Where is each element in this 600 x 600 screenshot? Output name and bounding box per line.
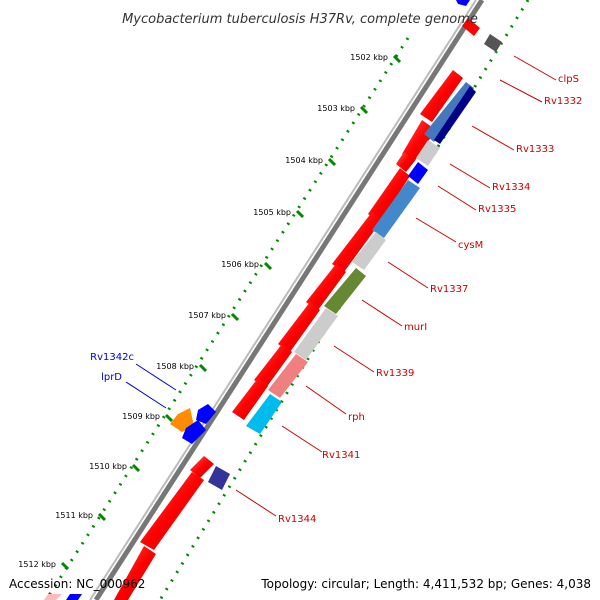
scale-tick bbox=[230, 312, 240, 322]
gene-label-Rv1341[interactable]: Rv1341 bbox=[322, 450, 360, 461]
gene-label-Rv1337[interactable]: Rv1337 bbox=[430, 284, 468, 295]
gene-Rv1334-inner[interactable] bbox=[416, 140, 440, 166]
gene-top-blue[interactable] bbox=[456, 0, 470, 6]
gene-Rv1337-inner[interactable] bbox=[352, 232, 386, 270]
gene-label-Rv1333[interactable]: Rv1333 bbox=[516, 144, 554, 155]
gene-label-Rv1334[interactable]: Rv1334 bbox=[492, 182, 530, 193]
leader-line bbox=[387, 261, 429, 289]
leader-line bbox=[305, 385, 347, 415]
scale-tick-label: 1506 kbp bbox=[221, 260, 259, 269]
scale-tick bbox=[359, 105, 369, 115]
leader-line bbox=[471, 125, 515, 151]
scale-tick bbox=[198, 363, 208, 373]
gene-label-clpS[interactable]: clpS bbox=[558, 74, 579, 85]
outer-scale-track bbox=[44, 37, 410, 600]
genome-backbone bbox=[93, 0, 485, 600]
gene-rph-inner[interactable] bbox=[268, 354, 308, 398]
gene-Rv1342c[interactable] bbox=[196, 404, 216, 424]
scale-tick-label: 1511 kbp bbox=[55, 511, 93, 520]
scale-tick bbox=[97, 512, 107, 522]
scale-tick-label: 1508 kbp bbox=[156, 362, 194, 371]
gene-cysM-inner[interactable] bbox=[372, 180, 420, 238]
leader-line bbox=[361, 299, 403, 327]
gene-Rv1335-inner[interactable] bbox=[408, 162, 428, 184]
gene-red-lower-2[interactable] bbox=[114, 546, 156, 600]
scale-tick-label: 1504 kbp bbox=[285, 156, 323, 165]
gene-pink-lower[interactable] bbox=[44, 594, 62, 600]
gene-clpS[interactable] bbox=[462, 18, 480, 36]
genome-title: Mycobacterium tuberculosis H37Rv, comple… bbox=[122, 12, 478, 27]
scale-tick bbox=[327, 157, 337, 167]
scale-tick-label: 1505 kbp bbox=[253, 208, 291, 217]
leader-line bbox=[333, 345, 375, 373]
gene-murI[interactable] bbox=[278, 302, 320, 352]
forward-strand-genes bbox=[114, 18, 480, 600]
scale-tick-label: 1503 kbp bbox=[317, 104, 355, 113]
leader-line bbox=[135, 363, 177, 391]
gene-label-Rv1344[interactable]: Rv1344 bbox=[278, 514, 316, 525]
scale-tick bbox=[263, 261, 273, 271]
gene-Rv1344-inner[interactable] bbox=[208, 466, 230, 490]
gene-lprD[interactable] bbox=[170, 408, 194, 432]
gene-lprD-blue[interactable] bbox=[182, 420, 206, 444]
scale-tick bbox=[295, 209, 305, 219]
gene-red-lower-1[interactable] bbox=[140, 472, 204, 550]
gene-clpS-inner[interactable] bbox=[484, 34, 502, 52]
leader-line bbox=[415, 217, 457, 243]
gene-label-cysM[interactable]: cysM bbox=[458, 240, 483, 251]
gene-label-Rv1342c[interactable]: Rv1342c bbox=[90, 352, 134, 363]
scale-tick bbox=[164, 413, 174, 423]
gene-Rv1339-inner[interactable] bbox=[294, 308, 338, 360]
leader-line bbox=[235, 489, 277, 517]
leader-line bbox=[513, 55, 557, 81]
gene-rph[interactable] bbox=[232, 378, 268, 420]
gene-Rv1335[interactable] bbox=[368, 168, 410, 222]
gene-murI-inner[interactable] bbox=[324, 268, 366, 314]
leader-line bbox=[125, 381, 167, 409]
leader-line bbox=[499, 79, 543, 103]
genome-backbone-highlight bbox=[89, 0, 477, 600]
scale-tick-label: 1510 kbp bbox=[89, 462, 127, 471]
scale-tick bbox=[131, 463, 141, 473]
scale-tick-label: 1502 kbp bbox=[350, 53, 388, 62]
gene-label-lprD[interactable]: lprD bbox=[101, 372, 122, 383]
topology-label: Topology: circular; Length: 4,411,532 bp… bbox=[260, 577, 591, 591]
gene-label-rph[interactable]: rph bbox=[348, 412, 365, 423]
gene-Rv1344[interactable] bbox=[190, 456, 214, 478]
leader-line bbox=[437, 185, 477, 211]
gene-Rv1333-inner[interactable] bbox=[434, 86, 476, 144]
gene-Rv1332[interactable] bbox=[420, 70, 463, 122]
reverse-strand-genes bbox=[170, 0, 470, 444]
scale-tick bbox=[60, 561, 70, 571]
inner-strand-genes bbox=[44, 34, 502, 600]
scale-tick-label: 1512 kbp bbox=[18, 560, 56, 569]
gene-Rv1332-inner[interactable] bbox=[424, 82, 474, 142]
gene-label-Rv1332[interactable]: Rv1332 bbox=[544, 96, 582, 107]
gene-Rv1334[interactable] bbox=[396, 152, 414, 172]
gene-Rv1339[interactable] bbox=[254, 344, 292, 388]
gene-label-Rv1339[interactable]: Rv1339 bbox=[376, 368, 414, 379]
gene-blue-lower[interactable] bbox=[66, 594, 82, 600]
leader-line bbox=[449, 163, 491, 189]
scale-tick-label: 1507 kbp bbox=[188, 311, 226, 320]
gene-leader-lines: clpS Rv1332 Rv1333 Rv1334 Rv1335 cysM Rv1337 mu… bbox=[90, 55, 582, 525]
scale-tick bbox=[392, 54, 402, 64]
scale-tick-label: 1509 kbp bbox=[122, 412, 160, 421]
gene-cysM[interactable] bbox=[332, 212, 382, 272]
accession-label: Accession: NC_000962 bbox=[9, 577, 145, 591]
gene-label-murI[interactable]: murI bbox=[404, 322, 427, 333]
gene-Rv1341-inner[interactable] bbox=[246, 394, 282, 434]
gene-Rv1337[interactable] bbox=[306, 264, 346, 310]
leader-line bbox=[281, 425, 323, 453]
scale-ticks: 1502 kbp 1503 kbp 1504 kbp 1505 kbp 1506 kbp… bbox=[18, 53, 402, 571]
gene-label-Rv1335[interactable]: Rv1335 bbox=[478, 204, 516, 215]
